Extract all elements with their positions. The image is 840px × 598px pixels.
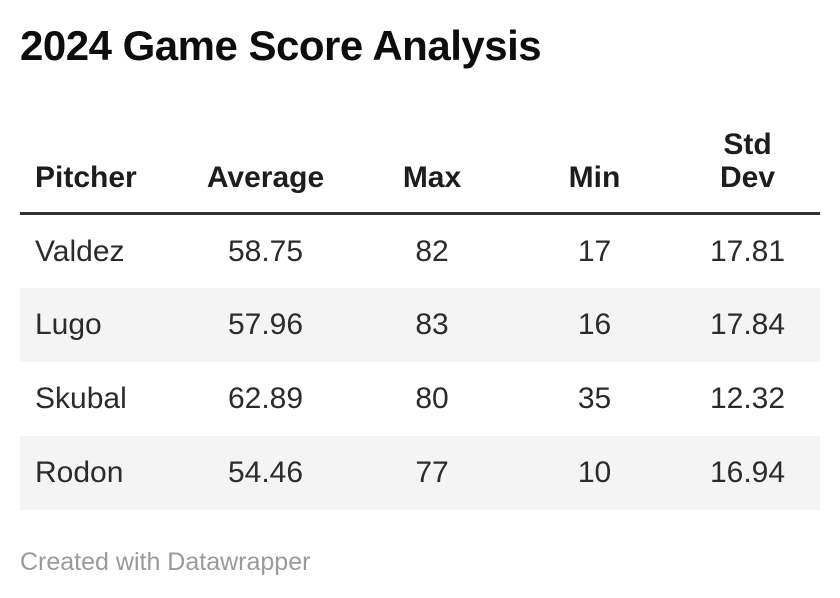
cell-std-dev: 17.84 bbox=[709, 308, 786, 341]
column-header-std-dev: Std Dev bbox=[675, 128, 820, 215]
header-row: Pitcher Average Max Min Std Dev bbox=[20, 128, 820, 215]
cell-std-dev: 12.32 bbox=[709, 382, 786, 415]
cell-pitcher: Valdez bbox=[35, 234, 125, 268]
chart-title: 2024 Game Score Analysis bbox=[20, 22, 542, 69]
cell-average: 54.46 bbox=[227, 456, 304, 489]
cell-average: 58.75 bbox=[227, 234, 304, 268]
cell-std-dev: 17.81 bbox=[709, 234, 786, 268]
column-header-average: Average bbox=[181, 128, 350, 215]
cell-std-dev: 16.94 bbox=[709, 456, 786, 489]
cell-average: 57.96 bbox=[227, 308, 304, 341]
cell-max: 83 bbox=[415, 308, 449, 341]
cell-min: 16 bbox=[577, 308, 612, 341]
cell-min: 10 bbox=[577, 456, 612, 489]
cell-min: 35 bbox=[577, 382, 612, 415]
table-body: Valdez 58.75 82 17 17.81 Lugo 57.96 83 1… bbox=[20, 214, 820, 510]
cell-max: 80 bbox=[415, 382, 449, 415]
footer: Created with Datawrapper bbox=[20, 547, 820, 577]
cell-min: 17 bbox=[577, 234, 612, 268]
cell-pitcher: Skubal bbox=[35, 382, 127, 415]
table-row: Lugo 57.96 83 16 17.84 bbox=[20, 287, 820, 362]
table-row: Skubal 62.89 80 35 12.32 bbox=[20, 362, 820, 436]
table-header: Pitcher Average Max Min Std Dev bbox=[20, 128, 820, 215]
datawrapper-credit-link[interactable]: Created with Datawrapper bbox=[20, 547, 311, 576]
data-table: Pitcher Average Max Min Std Dev Valdez 5… bbox=[20, 128, 820, 510]
column-header-std-dev-label: Std Dev bbox=[719, 128, 776, 194]
table-row: Rodon 54.46 77 10 16.94 bbox=[20, 435, 820, 510]
cell-pitcher: Lugo bbox=[35, 308, 102, 341]
table-row: Valdez 58.75 82 17 17.81 bbox=[20, 214, 820, 288]
column-header-min: Min bbox=[514, 128, 675, 215]
cell-average: 62.89 bbox=[227, 382, 304, 415]
cell-max: 77 bbox=[415, 456, 449, 489]
column-header-max: Max bbox=[350, 128, 514, 215]
cell-max: 82 bbox=[415, 234, 449, 268]
column-header-pitcher: Pitcher bbox=[20, 128, 181, 215]
cell-pitcher: Rodon bbox=[35, 456, 124, 489]
